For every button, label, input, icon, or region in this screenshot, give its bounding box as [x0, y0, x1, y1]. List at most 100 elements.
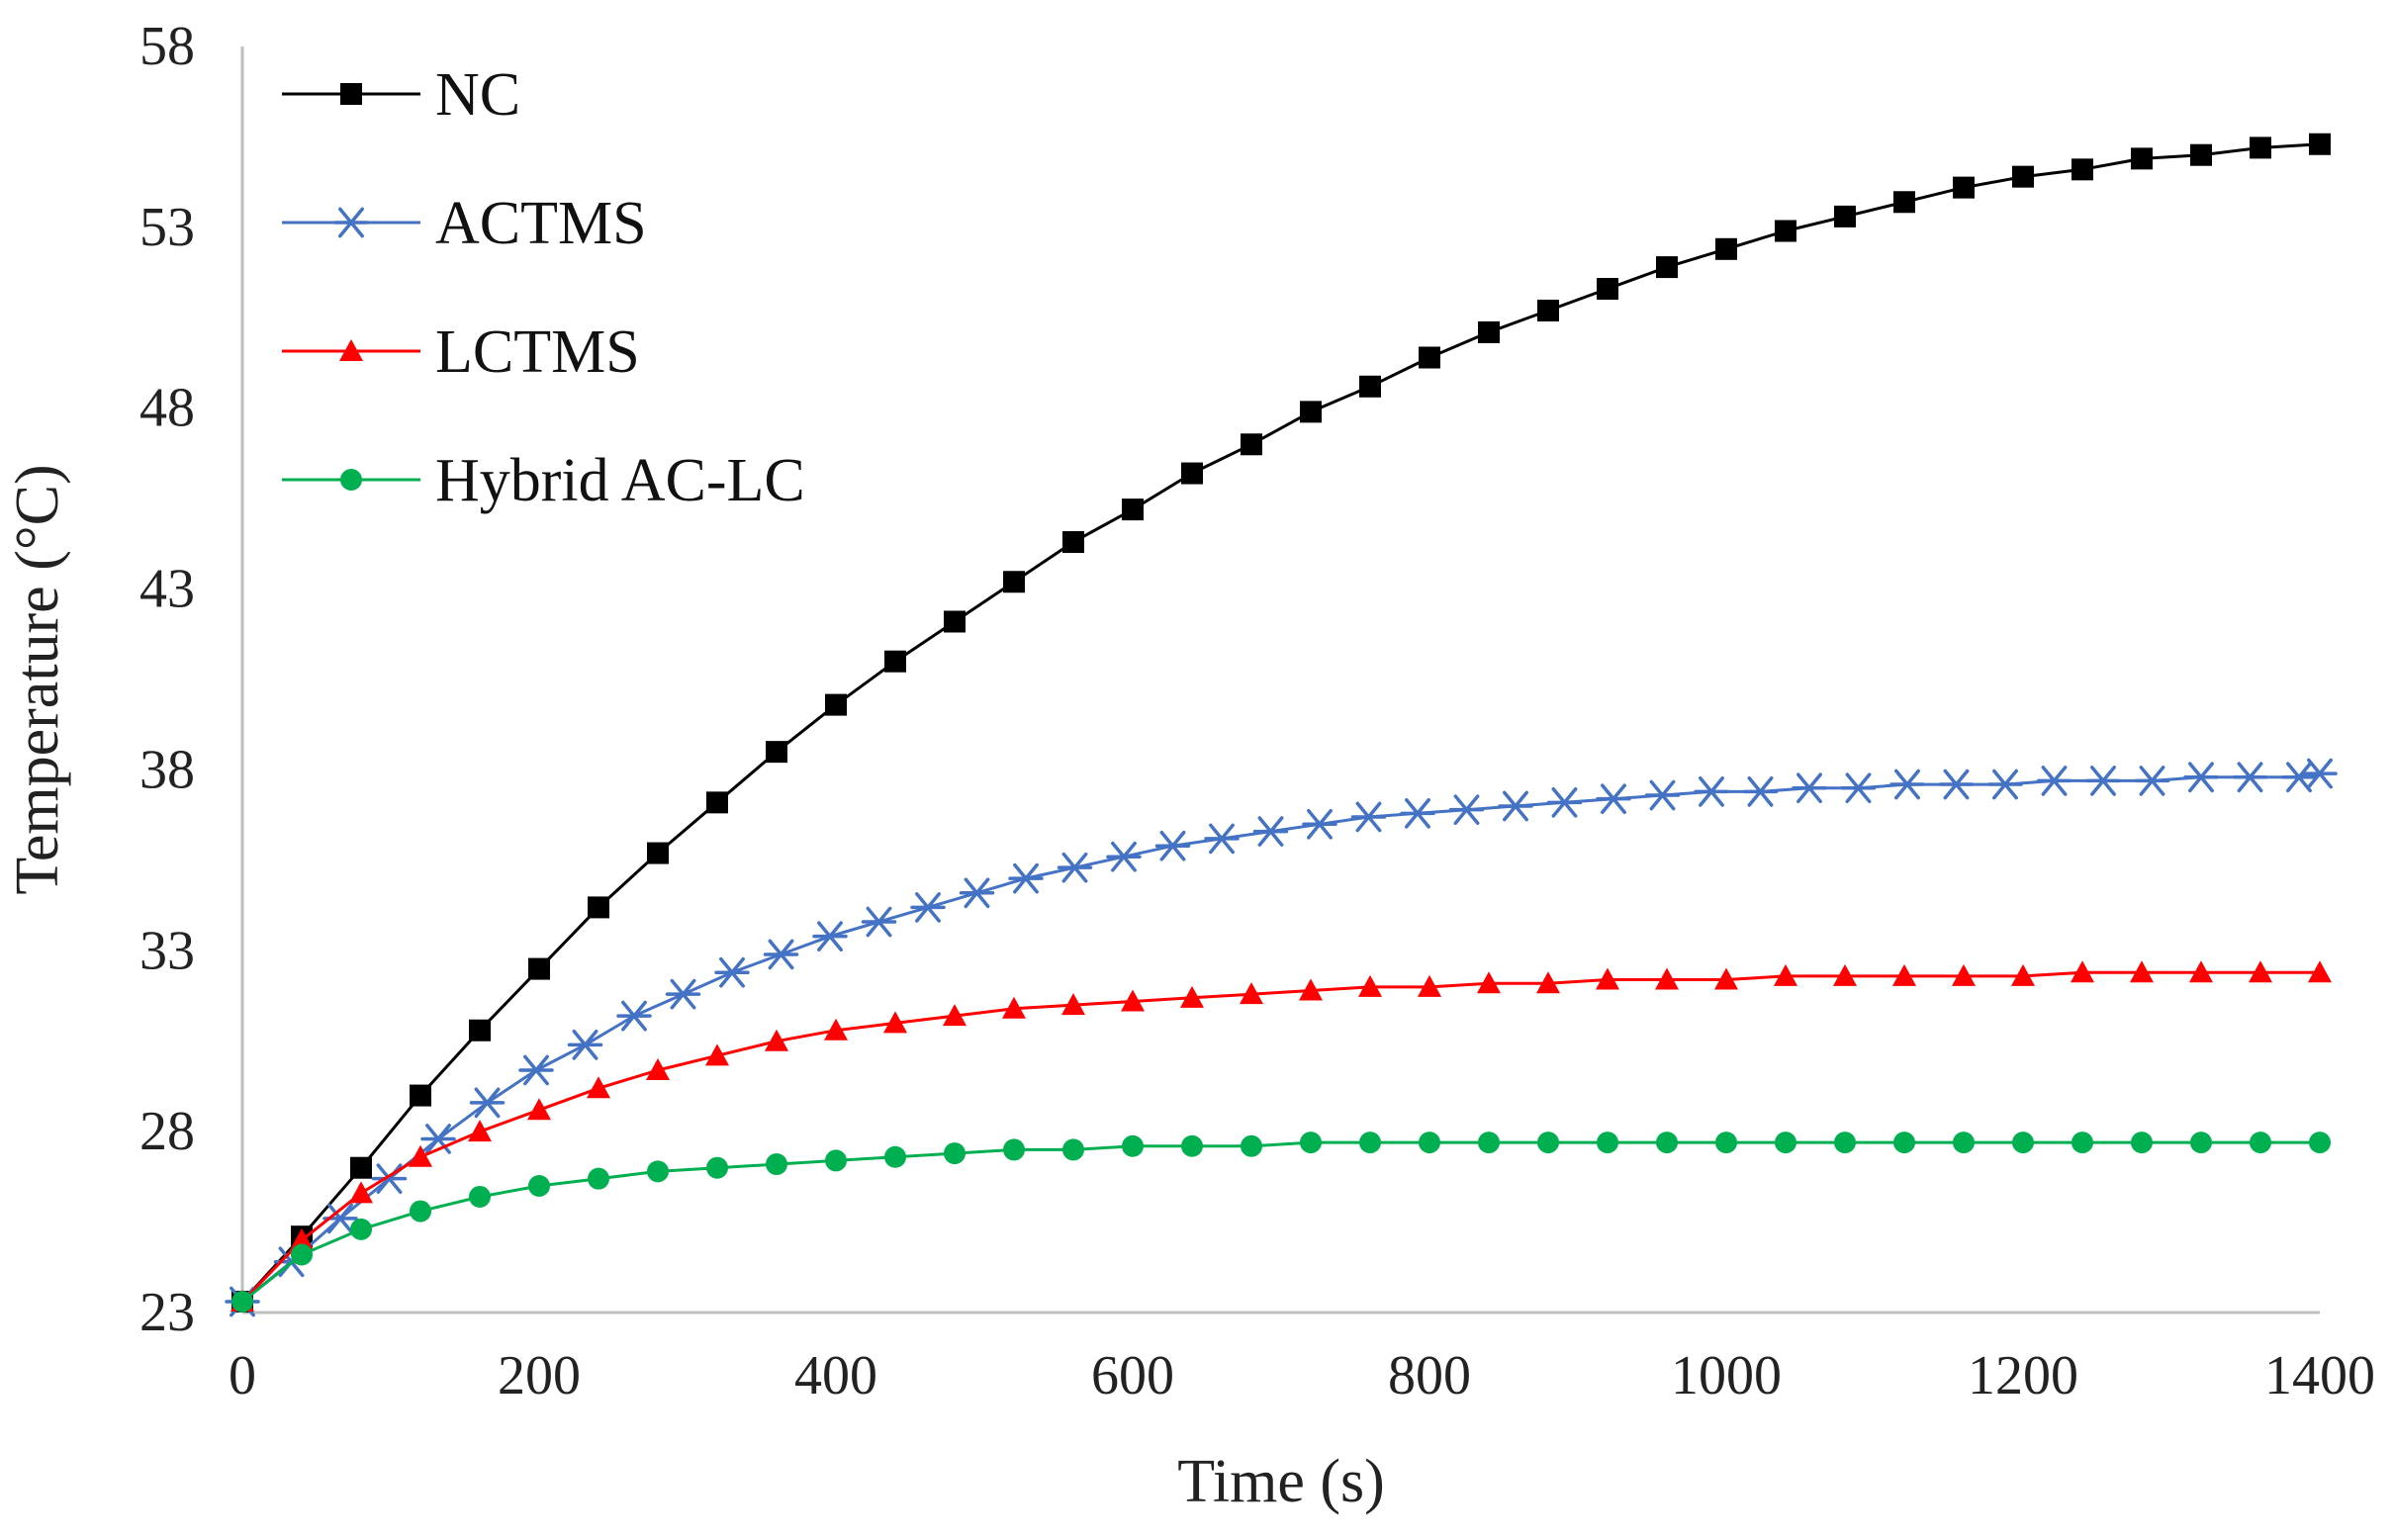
data-point-nc [1834, 205, 1856, 227]
data-point-nc [884, 650, 906, 673]
legend-marker-lctms [339, 339, 363, 361]
data-point-lctms [409, 1144, 432, 1167]
data-point-lctms [1299, 978, 1323, 1001]
asterisk-stroke [1307, 808, 1333, 840]
x-tick-label: 0 [229, 1345, 256, 1406]
data-point-hybrid-ac-lc [2250, 1132, 2271, 1154]
data-point-nc [1003, 571, 1025, 593]
data-point-hybrid-ac-lc [1241, 1134, 1262, 1157]
asterisk-stroke [866, 906, 892, 938]
data-point-actms [665, 978, 701, 1010]
data-point-lctms [1418, 974, 1441, 997]
x-tick-label: 1000 [1671, 1345, 1782, 1406]
data-point-nc [2131, 147, 2153, 170]
x-tick-label: 600 [1091, 1345, 1174, 1406]
asterisk-stroke [1992, 769, 2018, 800]
data-point-lctms [1477, 971, 1501, 994]
data-point-lctms [765, 1029, 788, 1051]
asterisk-stroke [1111, 841, 1137, 872]
data-point-actms [420, 1124, 456, 1154]
data-point-lctms [1180, 985, 1204, 1008]
legend-item-actms: ACTMS [282, 190, 647, 257]
data-point-hybrid-ac-lc [1359, 1132, 1381, 1154]
data-point-nc [2071, 158, 2093, 181]
data-point-lctms [1536, 971, 1560, 994]
data-point-nc [1715, 237, 1737, 260]
asterisk-stroke [523, 1054, 549, 1086]
data-point-lctms [943, 1004, 966, 1027]
data-point-actms [763, 939, 799, 970]
x-tick-label: 800 [1388, 1345, 1471, 1406]
data-point-actms [1154, 830, 1191, 861]
data-point-nc [944, 610, 966, 633]
data-point-hybrid-ac-lc [647, 1160, 669, 1183]
data-point-hybrid-ac-lc [2012, 1132, 2034, 1154]
data-point-hybrid-ac-lc [291, 1243, 313, 1266]
data-point-actms [910, 892, 946, 923]
asterisk-stroke [1894, 769, 1920, 800]
asterisk-stroke [2041, 766, 2068, 796]
legend-item-lctms: LCTMS [282, 318, 640, 386]
data-point-hybrid-ac-lc [1478, 1132, 1500, 1154]
data-point-hybrid-ac-lc [469, 1185, 491, 1208]
asterisk-stroke [2188, 762, 2214, 793]
data-point-actms [1302, 808, 1337, 840]
data-point-hybrid-ac-lc [2309, 1132, 2331, 1154]
data-point-hybrid-ac-lc [350, 1218, 372, 1240]
data-point-actms [1596, 783, 1631, 815]
asterisk-stroke [1453, 794, 1480, 826]
data-point-nc [1300, 401, 1322, 423]
data-point-hybrid-ac-lc [1537, 1132, 1559, 1154]
asterisk-stroke [474, 1087, 501, 1119]
y-tick-label: 28 [139, 1101, 195, 1162]
data-point-lctms [349, 1181, 373, 1204]
series-line-hybrid-ac-lc [241, 1140, 2320, 1304]
data-point-lctms [1655, 967, 1679, 990]
data-point-actms [1448, 794, 1485, 826]
data-point-lctms [824, 1018, 848, 1041]
asterisk-stroke [1013, 862, 1039, 894]
data-point-nc [1953, 176, 1975, 199]
data-point-lctms [2130, 960, 2154, 983]
data-point-nc [1062, 531, 1084, 554]
series-line-lctms [240, 970, 2320, 1304]
data-point-lctms [2189, 960, 2213, 983]
asterisk-stroke [1061, 852, 1088, 883]
data-point-nc [1419, 346, 1440, 369]
data-point-actms [812, 921, 848, 952]
data-point-actms [1546, 786, 1583, 818]
asterisk-stroke [1405, 797, 1430, 829]
asterisk-stroke [621, 1000, 647, 1032]
data-point-nc [706, 791, 728, 814]
asterisk-stroke [2237, 762, 2263, 793]
data-point-nc [1478, 320, 1500, 343]
data-point-lctms [290, 1227, 314, 1250]
data-point-lctms [1774, 963, 1797, 986]
data-point-hybrid-ac-lc [884, 1145, 906, 1168]
data-point-hybrid-ac-lc [1419, 1132, 1440, 1154]
asterisk-stroke [1649, 779, 1676, 811]
data-point-actms [1694, 776, 1729, 807]
data-point-nc [1597, 278, 1618, 301]
x-axis-title: Time (s) [1177, 1448, 1385, 1515]
data-point-actms [567, 1030, 603, 1060]
y-tick-label: 53 [139, 197, 195, 258]
data-point-actms [1938, 769, 1975, 800]
legend: NC ACTMS LCTMS Hybrid AC-LC [282, 61, 805, 514]
legend-item-hybrid-ac-lc: Hybrid AC-LC [282, 447, 805, 514]
data-point-nc [825, 693, 847, 716]
legend-label-actms: ACTMS [435, 190, 647, 257]
data-point-actms [1106, 841, 1142, 872]
y-tick-label: 23 [139, 1282, 195, 1343]
data-point-actms [1987, 769, 2023, 800]
asterisk-stroke [2286, 762, 2312, 793]
y-tick-label: 33 [139, 920, 195, 981]
data-point-hybrid-ac-lc [1181, 1134, 1203, 1157]
y-tick-label: 38 [139, 739, 195, 800]
data-point-actms [518, 1054, 554, 1086]
data-point-actms [959, 877, 995, 909]
asterisk-stroke [1503, 790, 1528, 822]
data-point-actms [616, 1000, 652, 1032]
data-point-nc [1359, 375, 1381, 398]
data-point-actms [1792, 772, 1827, 804]
